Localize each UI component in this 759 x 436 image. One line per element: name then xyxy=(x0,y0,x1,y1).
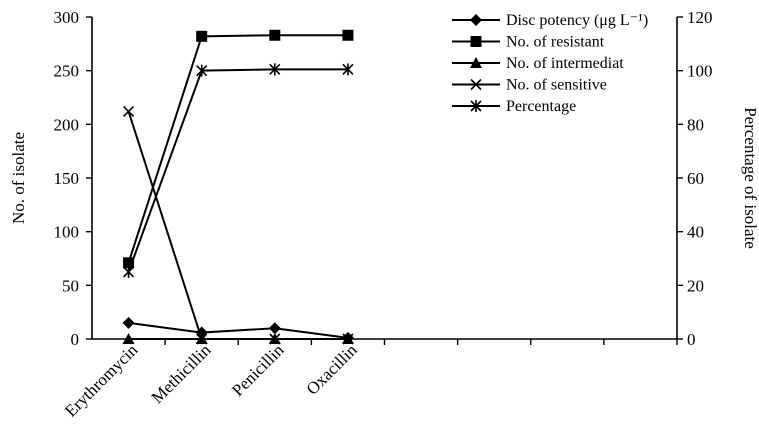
y2-axis-title: Percentage of isolate xyxy=(741,107,759,249)
x-tick-label: Penicillin xyxy=(228,340,288,400)
y-tick-label: 300 xyxy=(54,8,80,27)
y2-tick-label: 60 xyxy=(687,169,704,188)
legend-label: No. of sensitive xyxy=(506,77,607,94)
y2-tick-label: 20 xyxy=(687,276,704,295)
data-point xyxy=(196,30,208,42)
legend-label: No. of resistant xyxy=(506,34,605,51)
series-layer xyxy=(122,29,354,345)
x-tick-label: Erythromycin xyxy=(61,340,142,421)
data-point xyxy=(269,333,281,345)
series-3 xyxy=(122,105,354,345)
y-tick-label: 100 xyxy=(54,223,80,242)
legend-marker xyxy=(470,57,482,68)
legend-label: No. of intermediat xyxy=(506,55,624,72)
y-tick-label: 250 xyxy=(54,62,80,81)
data-point xyxy=(268,322,281,335)
series-line xyxy=(127,34,348,264)
data-point xyxy=(122,333,135,344)
data-point xyxy=(196,64,208,77)
data-point xyxy=(269,29,281,41)
series-4 xyxy=(122,63,354,278)
legend-label: Percentage xyxy=(506,98,576,115)
series-1 xyxy=(123,29,354,269)
data-point xyxy=(123,257,135,269)
data-point xyxy=(122,316,135,329)
y2-tick-label: 100 xyxy=(687,62,713,81)
y-axis-title: No. of isolate xyxy=(9,132,28,224)
y-tick-label: 200 xyxy=(54,115,80,134)
data-point xyxy=(342,29,354,41)
data-point xyxy=(342,63,354,76)
legend-marker xyxy=(470,36,482,47)
y2-tick-label: 120 xyxy=(687,8,713,27)
y-tick-label: 0 xyxy=(71,330,80,349)
series-line xyxy=(128,321,349,339)
legend-marker xyxy=(470,78,482,91)
x-tick-label: Methicillin xyxy=(148,340,215,407)
data-point xyxy=(122,105,135,118)
y2-tick-label: 0 xyxy=(687,330,696,349)
x-tick-label: Oxacillin xyxy=(303,340,362,399)
legend-marker xyxy=(470,14,482,26)
y-tick-label: 50 xyxy=(62,276,79,295)
legend-label: Disc potency (μg L⁻¹) xyxy=(506,12,648,29)
series-line xyxy=(127,68,348,273)
legend: Disc potency (μg L⁻¹) No. of resistant No.… xyxy=(452,12,648,115)
y2-tick-label: 40 xyxy=(687,223,704,242)
legend-marker xyxy=(470,100,482,112)
y-tick-label: 150 xyxy=(54,169,80,188)
data-point xyxy=(196,333,208,345)
y2-tick-label: 80 xyxy=(687,115,704,134)
data-point xyxy=(269,63,281,76)
data-point xyxy=(342,333,354,345)
data-point xyxy=(122,265,135,278)
series-line xyxy=(127,111,348,340)
